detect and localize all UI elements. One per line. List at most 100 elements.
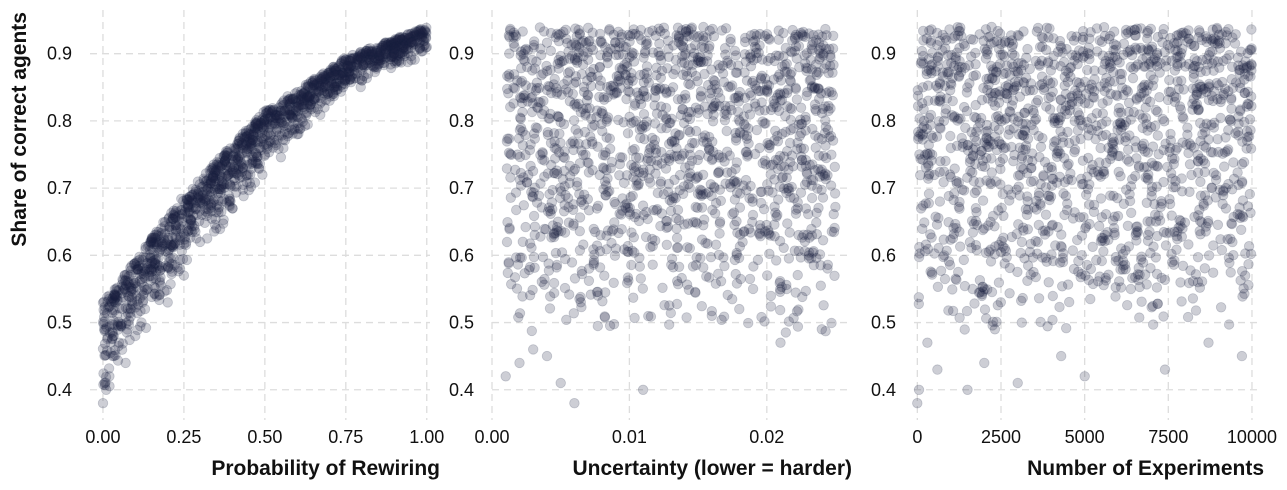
scatter-point: [961, 305, 973, 317]
scatter-point: [827, 67, 838, 78]
scatter-point: [1133, 160, 1145, 172]
scatter-point: [732, 106, 744, 118]
scatter-point: [921, 148, 933, 159]
scatter-point: [414, 31, 426, 42]
scatter-point: [319, 82, 330, 93]
scatter-point: [1055, 60, 1066, 72]
scatter-point: [1104, 30, 1116, 42]
scatter-point: [1242, 201, 1254, 212]
scatter-point: [730, 50, 742, 61]
scatter-point: [1057, 131, 1068, 143]
scatter-point: [938, 166, 950, 177]
scatter-point: [323, 67, 335, 78]
scatter-point: [517, 140, 529, 151]
scatter-point: [749, 28, 760, 40]
scatter-point: [1239, 87, 1251, 99]
scatter-point: [348, 61, 359, 72]
scatter-point: [735, 273, 746, 285]
scatter-point: [741, 130, 753, 142]
scatter-point: [826, 317, 837, 329]
scatter-point: [167, 242, 179, 253]
scatter-point: [543, 265, 555, 276]
scatter-point: [310, 92, 321, 103]
scatter-point: [189, 223, 200, 235]
scatter-point: [969, 298, 980, 309]
scatter-point: [979, 357, 990, 369]
scatter-point: [1056, 42, 1067, 54]
scatter-point: [198, 175, 210, 186]
scatter-point: [344, 55, 355, 66]
scatter-point: [216, 172, 228, 183]
scatter-point: [159, 228, 171, 239]
scatter-point: [153, 263, 165, 274]
scatter-point: [1152, 106, 1163, 118]
scatter-point: [528, 210, 540, 222]
scatter-point: [1183, 239, 1194, 250]
scatter-point: [194, 236, 206, 248]
scatter-point: [1194, 27, 1205, 38]
scatter-point: [942, 68, 954, 80]
scatter-point: [127, 283, 139, 295]
scatter-point: [587, 164, 598, 176]
scatter-point: [953, 70, 965, 81]
scatter-point: [756, 311, 767, 323]
scatter-point: [1125, 61, 1137, 73]
scatter-point: [993, 277, 1005, 288]
scatter-point: [384, 50, 396, 61]
scatter-point: [1137, 122, 1148, 134]
scatter-point: [388, 38, 400, 50]
scatter-point: [713, 268, 724, 280]
scatter-point: [1200, 221, 1212, 232]
scatter-point: [372, 53, 384, 64]
scatter-point: [1223, 319, 1235, 330]
scatter-point: [716, 25, 728, 36]
scatter-point: [539, 223, 550, 235]
scatter-point: [946, 79, 957, 90]
scatter-point: [1111, 54, 1123, 66]
scatter-point: [372, 43, 383, 55]
scatter-point: [601, 132, 612, 143]
scatter-point: [924, 168, 935, 180]
scatter-point: [595, 230, 606, 241]
scatter-point: [512, 75, 523, 86]
scatter-point: [237, 128, 249, 140]
scatter-point: [970, 59, 981, 70]
scatter-point: [112, 319, 123, 331]
scatter-point: [670, 54, 682, 66]
scatter-point: [931, 131, 943, 142]
scatter-point: [109, 345, 121, 356]
scatter-point: [793, 41, 805, 52]
scatter-point: [597, 296, 608, 307]
scatter-point: [368, 61, 380, 73]
scatter-point: [660, 163, 672, 174]
scatter-point: [322, 68, 333, 79]
scatter-point: [806, 223, 817, 235]
scatter-point: [249, 117, 261, 128]
scatter-point: [709, 79, 721, 91]
scatter-point: [1216, 244, 1228, 256]
scatter-point: [779, 59, 790, 71]
scatter-point: [104, 371, 115, 382]
scatter-point: [112, 355, 124, 366]
scatter-point: [534, 22, 546, 33]
scatter-point: [565, 138, 577, 149]
scatter-point: [790, 208, 802, 219]
scatter-point: [1012, 377, 1023, 389]
scatter-point: [1098, 246, 1109, 257]
scatter-point: [1001, 112, 1012, 124]
scatter-point: [181, 194, 193, 205]
scatter-point: [504, 222, 515, 234]
scatter-point: [285, 97, 296, 109]
scatter-point: [776, 172, 788, 184]
scatter-point: [247, 154, 258, 165]
scatter-point: [148, 249, 160, 260]
scatter-point: [643, 27, 655, 38]
scatter-point: [685, 79, 696, 90]
y-tick-label: 0.7: [449, 178, 474, 198]
scatter-point: [737, 236, 748, 248]
scatter-point: [569, 398, 580, 409]
scatter-point: [625, 72, 637, 84]
scatter-point: [765, 53, 776, 64]
scatter-point: [1131, 44, 1142, 55]
scatter-point: [1187, 293, 1199, 304]
